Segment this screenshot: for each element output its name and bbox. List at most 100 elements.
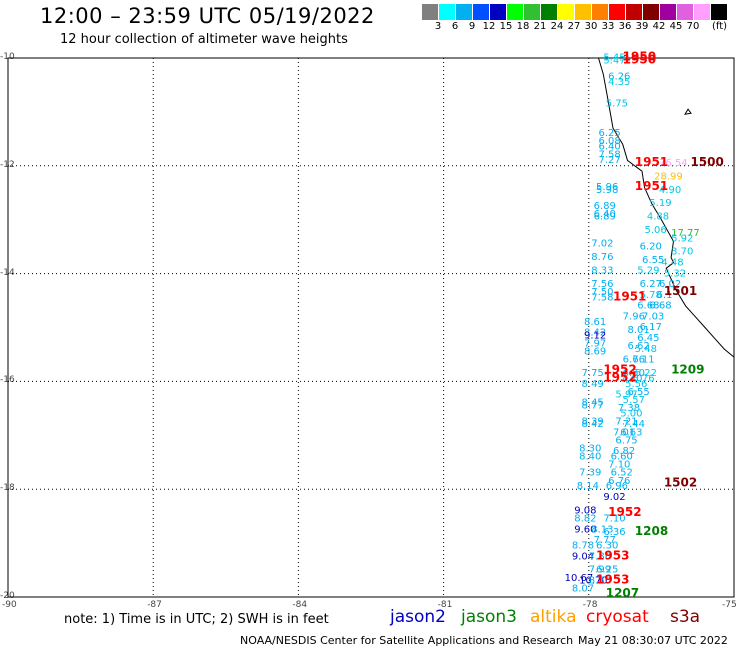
wave-height-label: 5.98 xyxy=(596,185,618,196)
color-scale-tick-label: 36 xyxy=(618,21,632,32)
wave-height-label: 6.55 xyxy=(642,255,664,266)
longitude-tick-label: -87 xyxy=(147,600,162,610)
wave-height-label: 5.76 xyxy=(632,373,654,384)
color-scale-tick-label: 9 xyxy=(468,21,476,32)
footnote: note: 1) Time is in UTC; 2) SWH is in fe… xyxy=(64,612,329,627)
wave-height-label: 6.36 xyxy=(603,527,625,538)
pass-time-label: 1950 xyxy=(623,50,656,64)
longitude-tick-label: -90 xyxy=(2,600,17,610)
wave-height-label: 6.76 xyxy=(608,476,630,487)
wave-height-label: 7.56 xyxy=(591,279,613,290)
pass-time-label: 1952 xyxy=(608,505,641,519)
color-scale-tick-label: 42 xyxy=(652,21,666,32)
wave-height-label: 7.77 xyxy=(594,535,616,546)
wave-height-label: 6.50 xyxy=(623,368,645,379)
satellite-legend-jason3: jason3 xyxy=(461,607,517,627)
color-swatch xyxy=(439,4,455,20)
wave-height-label: 9.04 xyxy=(572,551,594,562)
satellite-legend-s3a: s3a xyxy=(670,607,701,627)
color-swatch xyxy=(694,4,710,20)
pass-time-label: 1207 xyxy=(606,586,639,600)
wave-height-label: 6.52 xyxy=(611,468,633,479)
wave-height-label: 5.78 xyxy=(640,290,662,301)
wave-height-label: 5.57 xyxy=(623,395,645,406)
wave-height-label: 5.92 xyxy=(671,233,693,244)
wave-height-label: 8.30 xyxy=(579,443,601,454)
color-swatch xyxy=(711,4,727,20)
color-scale-tick-label: 6 xyxy=(451,21,459,32)
wave-height-label: 6.68 xyxy=(649,301,671,312)
wave-height-label: 28.99 xyxy=(654,171,683,182)
wave-height-label: 7.27 xyxy=(598,155,620,166)
longitude-tick-label: -84 xyxy=(292,600,308,610)
longitude-tick-label: -75 xyxy=(722,600,737,610)
color-swatch xyxy=(456,4,472,20)
wave-height-label: 6.25 xyxy=(596,565,618,576)
wave-height-label: 7.01 xyxy=(613,427,635,438)
wave-height-label: 8.50 xyxy=(589,576,611,587)
wave-height-label: 3.70 xyxy=(671,247,693,258)
wave-height-label: 4.48 xyxy=(661,258,683,269)
latitude-tick-label: -20 xyxy=(0,591,15,601)
wave-height-label: 8.13 xyxy=(591,524,613,535)
wave-height-label: 4.88 xyxy=(647,212,669,223)
color-swatch xyxy=(592,4,608,20)
wave-height-label: 8.01 xyxy=(628,325,650,336)
unit-label: (ft) xyxy=(712,21,728,32)
wave-height-label: 9.12 xyxy=(584,330,606,341)
wave-height-label: 9.02 xyxy=(603,492,625,503)
wave-height-label: 17.77 xyxy=(671,228,700,239)
wave-height-label: 8.69 xyxy=(584,346,606,357)
longitude-tick-label: -78 xyxy=(582,600,598,610)
wave-height-label: 6.27 xyxy=(640,279,662,290)
wave-height-label: 5.56 xyxy=(625,379,647,390)
color-swatch xyxy=(524,4,540,20)
wave-height-label: 8.39 xyxy=(582,417,604,428)
color-swatch xyxy=(507,4,523,20)
wave-height-label: 6.60 xyxy=(611,452,633,463)
wave-height-label: 8.61 xyxy=(584,317,606,328)
wave-height-label: 10.67 xyxy=(565,573,594,584)
island-outline xyxy=(684,108,692,115)
wave-height-label: 6.08 xyxy=(598,136,620,147)
pass-time-label: 1951 xyxy=(613,290,646,304)
wave-height-label: 9.08 xyxy=(574,505,596,516)
wave-height-label: 6.45 xyxy=(637,333,659,344)
color-swatch xyxy=(609,4,625,20)
wave-height-label: 5.29 xyxy=(637,266,659,277)
color-scale-tick-label: 45 xyxy=(669,21,683,32)
pass-time-label: 1951 xyxy=(635,179,668,193)
wave-height-label: 7.38 xyxy=(618,403,640,414)
wave-height-label: 5.22 xyxy=(635,368,657,379)
latitude-tick-label: -16 xyxy=(0,375,15,386)
wave-height-label: 6.68 xyxy=(637,301,659,312)
color-swatch xyxy=(626,4,642,20)
wave-height-label: 6.40 xyxy=(594,209,616,220)
wave-height-label: 7.97 xyxy=(584,338,606,349)
map-frame xyxy=(7,57,735,598)
wave-height-label: 5.00 xyxy=(620,408,642,419)
wave-height-label: 7.86 xyxy=(589,551,611,562)
color-swatch xyxy=(677,4,693,20)
wave-height-label: 6.96 xyxy=(606,481,628,492)
wave-height-label: 7.58 xyxy=(591,293,613,304)
color-scale-tick-label: 21 xyxy=(533,21,547,32)
color-scale-tick-label: 24 xyxy=(550,21,564,32)
wave-height-label: 8.49 xyxy=(582,379,604,390)
wave-height-label: 8.42 xyxy=(584,328,606,339)
pass-time-label: 1952 xyxy=(603,362,636,376)
color-scale-tick-label: 12 xyxy=(482,21,496,32)
wave-height-label: 6.25 xyxy=(598,128,620,139)
wave-height-label: 6.55 xyxy=(628,387,650,398)
wave-height-label: 10.70 xyxy=(579,576,608,587)
color-scale-tick-label: 27 xyxy=(567,21,581,32)
wave-height-label: 8.14 xyxy=(577,481,599,492)
wave-height-label: 6.02 xyxy=(659,279,681,290)
pass-time-label: 1209 xyxy=(671,362,704,376)
pass-time-label: 1952 xyxy=(603,370,636,384)
wave-height-label: 5.06 xyxy=(644,225,666,236)
latitude-tick-label: -10 xyxy=(0,52,15,62)
color-scale-tick-label: 15 xyxy=(499,21,513,32)
wave-height-label: 4.90 xyxy=(659,185,681,196)
wave-height-label: 6.82 xyxy=(613,446,635,457)
